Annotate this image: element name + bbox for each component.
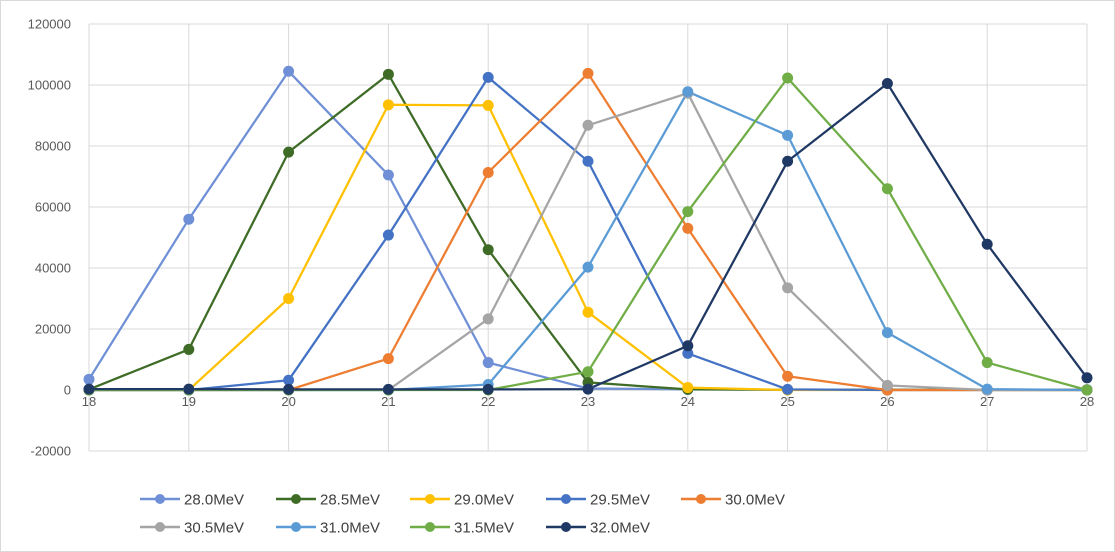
data-point bbox=[881, 77, 893, 89]
x-tick-label: 18 bbox=[82, 394, 96, 409]
data-point bbox=[183, 213, 195, 225]
y-tick-label: 60000 bbox=[35, 200, 71, 215]
x-tick-label: 22 bbox=[481, 394, 495, 409]
y-tick-label: 80000 bbox=[35, 139, 71, 154]
data-point bbox=[582, 155, 594, 167]
data-point bbox=[682, 86, 694, 98]
x-tick-label: 19 bbox=[182, 394, 196, 409]
data-point bbox=[582, 261, 594, 273]
data-point bbox=[482, 167, 494, 179]
data-point bbox=[382, 169, 394, 181]
data-point bbox=[382, 353, 394, 365]
legend: 28.0MeV 28.5MeV 29.0MeV 29.5MeV 30.0MeV 30.5M… bbox=[140, 492, 785, 537]
x-tick-label: 23 bbox=[581, 394, 595, 409]
data-point bbox=[482, 99, 494, 111]
data-point bbox=[1081, 384, 1093, 396]
data-point bbox=[183, 383, 195, 395]
legend-swatch-marker bbox=[696, 494, 706, 504]
legend-label: 30.0MeV bbox=[725, 492, 785, 509]
data-point bbox=[682, 206, 694, 218]
data-point bbox=[782, 282, 794, 294]
y-tick-label: 100000 bbox=[28, 78, 71, 93]
x-tick-label: 28 bbox=[1080, 394, 1094, 409]
data-point bbox=[482, 244, 494, 256]
legend-label: 29.0MeV bbox=[454, 492, 514, 509]
y-tick-label: 20000 bbox=[35, 322, 71, 337]
legend-swatch-marker bbox=[561, 522, 571, 532]
data-point bbox=[881, 183, 893, 195]
data-point bbox=[981, 357, 993, 369]
data-point bbox=[283, 65, 295, 77]
data-point bbox=[582, 306, 594, 318]
legend-label: 29.5MeV bbox=[590, 492, 650, 509]
data-point bbox=[382, 99, 394, 111]
x-tick-label: 21 bbox=[381, 394, 395, 409]
data-point bbox=[981, 383, 993, 395]
legend-swatch-marker bbox=[155, 494, 165, 504]
data-point bbox=[382, 229, 394, 241]
legend-swatch-marker bbox=[291, 522, 301, 532]
data-point bbox=[482, 313, 494, 325]
y-tick-label: 0 bbox=[64, 383, 71, 398]
data-point bbox=[183, 343, 195, 355]
legend-label: 31.5MeV bbox=[454, 520, 514, 537]
data-point bbox=[482, 357, 494, 369]
data-point bbox=[881, 327, 893, 339]
data-point bbox=[283, 146, 295, 158]
legend-label: 30.5MeV bbox=[184, 520, 244, 537]
legend-label: 32.0MeV bbox=[590, 520, 650, 537]
data-point bbox=[782, 155, 794, 167]
x-tick-label: 26 bbox=[880, 394, 894, 409]
y-tick-label: 120000 bbox=[28, 17, 71, 32]
data-point bbox=[682, 222, 694, 234]
legend-label: 28.0MeV bbox=[184, 492, 244, 509]
data-point bbox=[83, 383, 95, 395]
data-point bbox=[382, 68, 394, 80]
data-point bbox=[1081, 372, 1093, 384]
data-point bbox=[382, 383, 394, 395]
legend-swatch-marker bbox=[155, 522, 165, 532]
data-point bbox=[83, 373, 95, 385]
y-tick-label: 40000 bbox=[35, 261, 71, 276]
data-point bbox=[283, 374, 295, 386]
data-point bbox=[682, 340, 694, 352]
data-point bbox=[582, 366, 594, 378]
data-point bbox=[582, 67, 594, 79]
data-point bbox=[981, 238, 993, 250]
data-point bbox=[283, 383, 295, 395]
data-point bbox=[283, 293, 295, 304]
data-point bbox=[582, 119, 594, 131]
y-tick-label: -20000 bbox=[31, 444, 71, 459]
legend-label: 31.0MeV bbox=[320, 520, 380, 537]
x-tick-label: 24 bbox=[681, 394, 695, 409]
legend-swatch-marker bbox=[425, 494, 435, 504]
data-point bbox=[482, 383, 494, 395]
data-point bbox=[782, 72, 794, 84]
data-point bbox=[881, 379, 893, 391]
legend-label: 28.5MeV bbox=[320, 492, 380, 509]
legend-swatch-marker bbox=[425, 522, 435, 532]
data-point bbox=[782, 129, 794, 141]
data-point bbox=[682, 382, 694, 394]
x-tick-label: 27 bbox=[980, 394, 994, 409]
data-point bbox=[782, 383, 794, 395]
x-tick-label: 20 bbox=[281, 394, 295, 409]
data-point bbox=[782, 370, 794, 382]
x-tick-label: 25 bbox=[780, 394, 794, 409]
legend-swatch-marker bbox=[291, 494, 301, 504]
data-point bbox=[582, 383, 594, 395]
series-lines bbox=[83, 65, 1093, 396]
data-point bbox=[482, 71, 494, 83]
legend-swatch-marker bbox=[561, 494, 571, 504]
